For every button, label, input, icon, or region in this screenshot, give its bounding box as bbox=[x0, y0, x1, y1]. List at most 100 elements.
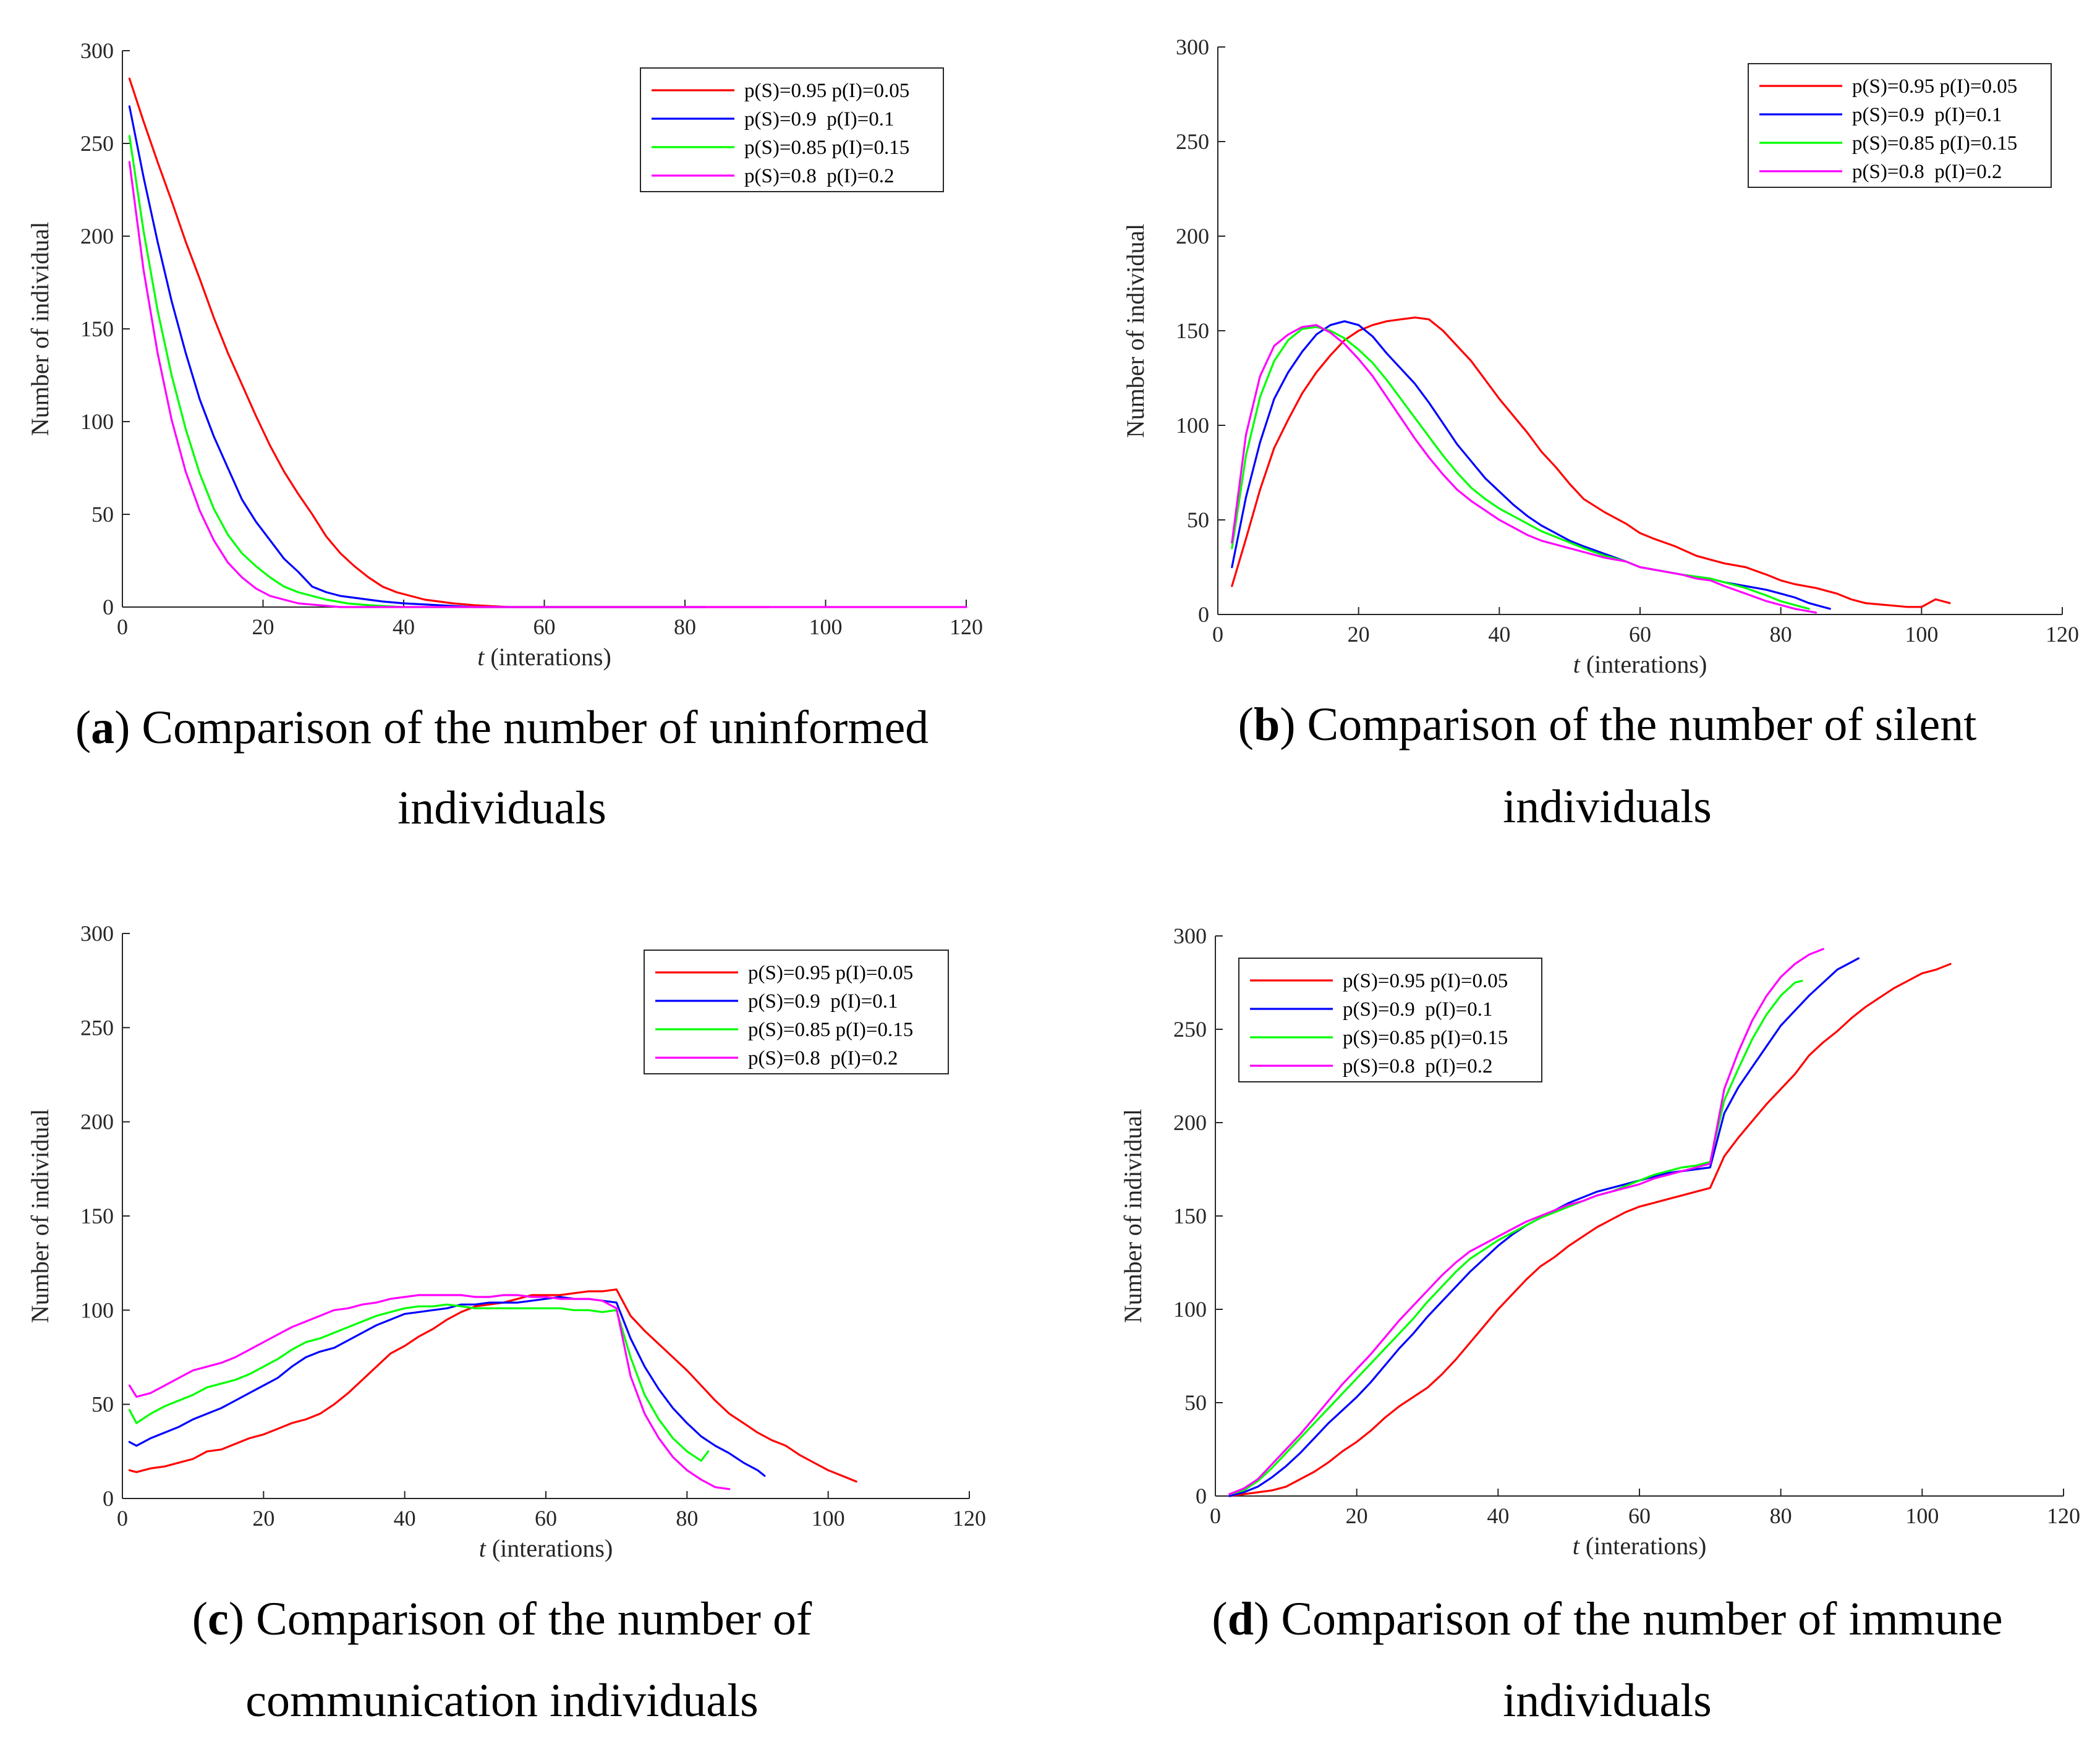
legend-entry-4: p(S)=0.8 p(I)=0.2 bbox=[748, 1047, 898, 1069]
series-line-1 bbox=[1228, 963, 1952, 1497]
legend-entry-1: p(S)=0.95 p(I)=0.05 bbox=[1343, 970, 1508, 992]
x-tick-label: 100 bbox=[809, 614, 843, 639]
y-tick-label: 100 bbox=[1173, 1297, 1207, 1322]
series-line-4 bbox=[1231, 324, 1817, 614]
y-tick-label: 100 bbox=[1176, 413, 1209, 438]
y-tick-label: 100 bbox=[80, 409, 114, 434]
y-tick-label: 300 bbox=[1173, 924, 1207, 948]
caption-line-2: individuals bbox=[1503, 1675, 1712, 1727]
y-tick-label: 50 bbox=[91, 1392, 114, 1417]
x-tick-label: 100 bbox=[1905, 622, 1938, 647]
panel-c: 0 20 40 60 80 100 120 0 50 100 150 200 250 300 t (inte… bbox=[26, 921, 986, 1727]
y-tick-label: 200 bbox=[80, 1110, 114, 1134]
legend-box bbox=[644, 950, 949, 1074]
y-tick-label: 200 bbox=[1173, 1110, 1207, 1135]
x-tick-label: 60 bbox=[1629, 622, 1651, 647]
legend-entry-2: p(S)=0.9 p(I)=0.1 bbox=[744, 108, 895, 130]
y-tick-label: 300 bbox=[80, 38, 114, 63]
legend-entry-4: p(S)=0.8 p(I)=0.2 bbox=[1852, 161, 2002, 183]
y-tick-label: 0 bbox=[1196, 1484, 1207, 1508]
series-line-2 bbox=[128, 1296, 766, 1477]
y-tick-label: 50 bbox=[91, 502, 114, 527]
x-tick-label: 80 bbox=[674, 614, 696, 639]
legend-entry-4: p(S)=0.8 p(I)=0.2 bbox=[744, 165, 895, 187]
y-tick-label: 250 bbox=[80, 1015, 114, 1040]
series-line-4 bbox=[1228, 948, 1824, 1495]
legend-box bbox=[1748, 63, 2052, 188]
legend-box bbox=[640, 67, 944, 192]
caption-line-2: communication individuals bbox=[245, 1675, 759, 1727]
x-tick-label: 20 bbox=[252, 1506, 274, 1531]
x-tick-label: 60 bbox=[1628, 1503, 1651, 1528]
y-tick-label: 100 bbox=[80, 1298, 114, 1322]
legend-entry-3: p(S)=0.85 p(I)=0.15 bbox=[748, 1019, 913, 1041]
x-tick-label: 100 bbox=[812, 1506, 845, 1531]
x-tick-label: 0 bbox=[1210, 1503, 1221, 1528]
y-tick-label: 0 bbox=[1198, 602, 1209, 627]
y-tick-label: 150 bbox=[1173, 1204, 1207, 1228]
y-axis-label: Number of individual bbox=[1121, 224, 1149, 438]
legend-entry-1: p(S)=0.95 p(I)=0.05 bbox=[748, 962, 913, 984]
x-tick-label: 120 bbox=[2047, 1503, 2080, 1528]
y-axis-label: Number of individual bbox=[26, 222, 54, 436]
legend-entry-3: p(S)=0.85 p(I)=0.15 bbox=[1852, 132, 2017, 155]
caption-line-1: (d) Comparison of the number of immune bbox=[1212, 1593, 2002, 1645]
x-tick-label: 80 bbox=[1770, 1503, 1792, 1528]
y-tick-label: 200 bbox=[1176, 224, 1209, 249]
x-tick-label: 40 bbox=[394, 1506, 416, 1531]
x-tick-label: 40 bbox=[393, 614, 415, 639]
x-axis-label: t (interations) bbox=[1573, 1532, 1707, 1560]
x-tick-label: 120 bbox=[953, 1506, 986, 1531]
x-tick-label: 120 bbox=[2046, 622, 2079, 647]
panel-a: 0 20 40 60 80 100 120 0 50 100 150 200 250 300 t (inte… bbox=[26, 38, 983, 834]
legend-box bbox=[1238, 958, 1542, 1082]
panel-d: 0 20 40 60 80 100 120 0 50 100 150 200 250 300 t (inte… bbox=[1119, 924, 2080, 1727]
panel-b: 0 20 40 60 80 100 120 0 50 100 150 200 250 300 t (inte… bbox=[1121, 35, 2079, 833]
x-tick-label: 100 bbox=[1905, 1503, 1939, 1528]
legend: p(S)=0.95 p(I)=0.05 p(S)=0.9 p(I)=0.1 p(S)… bbox=[640, 67, 944, 192]
series-line-2 bbox=[128, 105, 707, 608]
legend-entry-4: p(S)=0.8 p(I)=0.2 bbox=[1343, 1055, 1493, 1078]
series-line-4 bbox=[128, 161, 967, 608]
series-line-1 bbox=[128, 1288, 857, 1483]
y-tick-label: 0 bbox=[103, 595, 114, 619]
x-axis-label: t (interations) bbox=[479, 1534, 613, 1562]
x-tick-label: 60 bbox=[535, 1506, 557, 1531]
y-tick-label: 250 bbox=[1173, 1017, 1207, 1042]
y-tick-label: 150 bbox=[80, 1204, 114, 1228]
y-tick-label: 50 bbox=[1187, 508, 1209, 532]
legend-entry-1: p(S)=0.95 p(I)=0.05 bbox=[1852, 75, 2017, 98]
y-tick-label: 300 bbox=[80, 921, 114, 946]
series-line-1 bbox=[1231, 316, 1951, 608]
y-axis-label: Number of individual bbox=[1119, 1109, 1147, 1324]
legend-entry-3: p(S)=0.85 p(I)=0.15 bbox=[1343, 1027, 1508, 1049]
x-tick-label: 120 bbox=[950, 614, 983, 639]
y-tick-label: 200 bbox=[80, 224, 114, 249]
x-tick-label: 0 bbox=[117, 614, 128, 639]
y-tick-label: 250 bbox=[1176, 129, 1209, 154]
caption-line-1: (b) Comparison of the number of silent bbox=[1238, 699, 1977, 750]
legend: p(S)=0.95 p(I)=0.05 p(S)=0.9 p(I)=0.1 p(S)… bbox=[644, 950, 949, 1074]
y-tick-label: 150 bbox=[1176, 318, 1209, 343]
caption-line-2: individuals bbox=[1503, 781, 1712, 833]
y-tick-label: 150 bbox=[80, 317, 114, 341]
x-tick-label: 0 bbox=[1212, 622, 1223, 647]
x-tick-label: 40 bbox=[1488, 622, 1510, 647]
y-tick-label: 250 bbox=[80, 131, 114, 156]
x-tick-label: 80 bbox=[1770, 622, 1792, 647]
series-line-4 bbox=[128, 1294, 731, 1490]
x-tick-label: 20 bbox=[252, 614, 274, 639]
caption-line-1: (c) Comparison of the number of bbox=[192, 1593, 812, 1645]
x-axis-label: t (interations) bbox=[1573, 650, 1707, 678]
legend: p(S)=0.95 p(I)=0.05 p(S)=0.9 p(I)=0.1 p(S)… bbox=[1238, 958, 1542, 1082]
x-tick-label: 40 bbox=[1487, 1503, 1509, 1528]
y-tick-label: 0 bbox=[103, 1486, 114, 1511]
legend-entry-2: p(S)=0.9 p(I)=0.1 bbox=[1852, 104, 2002, 126]
x-tick-label: 20 bbox=[1346, 1503, 1368, 1528]
legend-entry-3: p(S)=0.85 p(I)=0.15 bbox=[744, 137, 909, 159]
y-tick-label: 300 bbox=[1176, 35, 1209, 59]
legend: p(S)=0.95 p(I)=0.05 p(S)=0.9 p(I)=0.1 p(S)… bbox=[1748, 63, 2052, 188]
y-axis-label: Number of individual bbox=[26, 1109, 54, 1324]
x-axis-label: t (interations) bbox=[477, 643, 611, 671]
